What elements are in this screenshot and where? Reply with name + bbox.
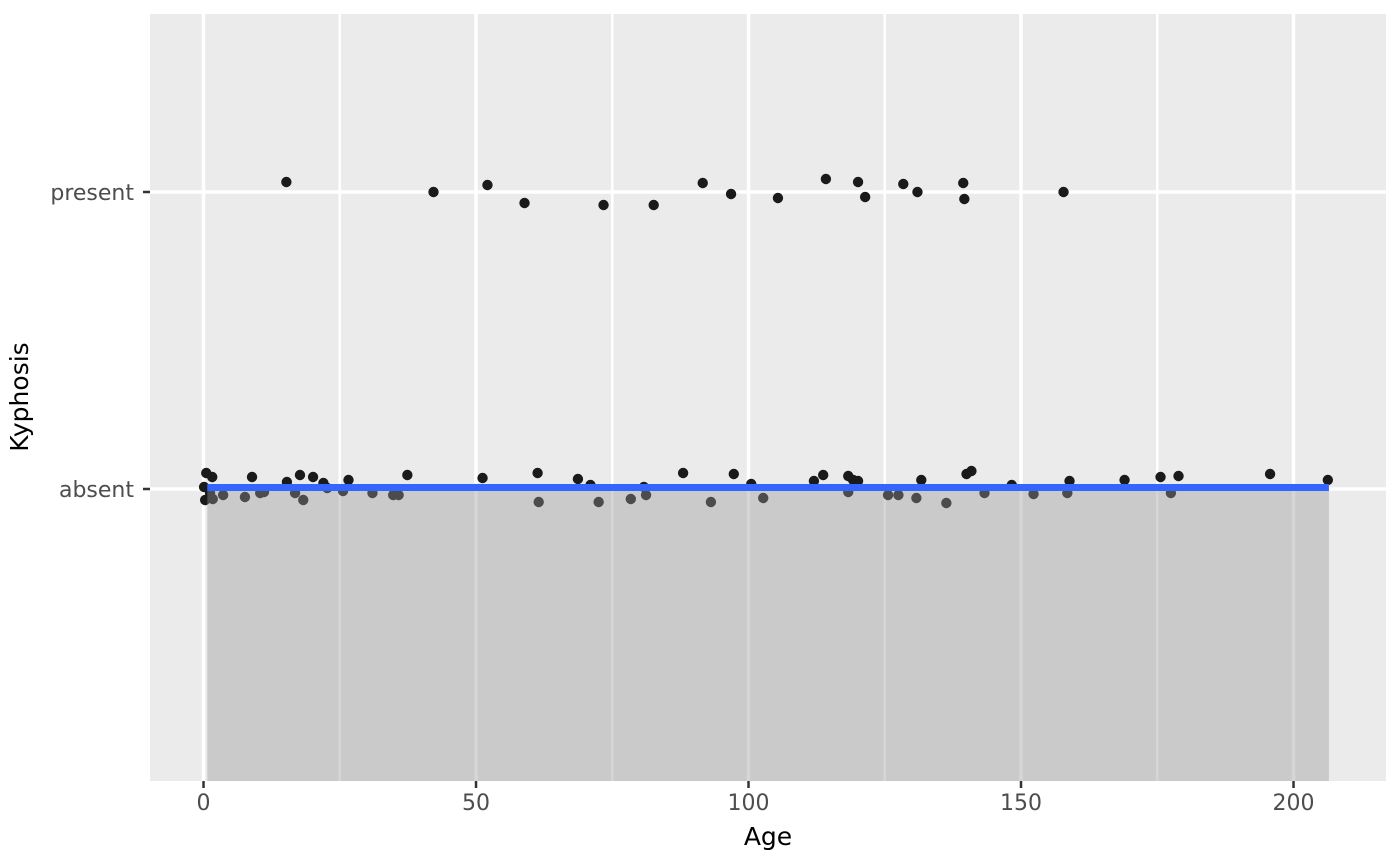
jitter-point — [820, 173, 832, 185]
jitter-point — [217, 489, 229, 501]
jitter-point — [705, 496, 717, 508]
jitter-point — [1028, 488, 1039, 500]
jitter-point — [402, 469, 413, 481]
jitter-point — [966, 465, 977, 477]
x-tick-label: 50 — [462, 791, 490, 816]
jitter-point — [593, 496, 604, 508]
x-axis-title: Age — [744, 822, 792, 851]
jitter-point — [1322, 474, 1334, 486]
jitter-point — [958, 177, 969, 189]
jitter-point — [281, 176, 292, 188]
x-tick-labels: 0 50 100 150 200 — [197, 791, 1315, 816]
jitter-point — [572, 473, 584, 485]
jitter-point — [859, 191, 871, 203]
y-tick-labels: absent present — [50, 181, 134, 503]
jitter-point — [893, 489, 904, 501]
x-tick-label: 200 — [1273, 791, 1315, 816]
jitter-point — [959, 193, 970, 205]
minor-gridlines — [338, 14, 1159, 781]
y-tick-label: absent — [59, 478, 134, 503]
y-axis-title: Kyphosis — [5, 342, 34, 451]
jitter-point — [640, 489, 652, 501]
jitter-point — [648, 199, 659, 211]
jitter-point — [533, 496, 544, 508]
jitter-point — [1264, 468, 1276, 480]
jitter-point — [598, 199, 609, 211]
jitter-point — [477, 472, 488, 484]
jitter-point — [1155, 471, 1166, 483]
jitter-point — [852, 475, 864, 487]
jitter-point — [428, 186, 439, 198]
jitter-point — [852, 176, 864, 188]
jitter-point — [482, 179, 493, 191]
jitter-point — [898, 178, 909, 190]
jitter-point — [307, 471, 319, 483]
jitter-point — [519, 197, 530, 209]
jitter-point — [912, 186, 923, 198]
jitter-point — [343, 474, 354, 486]
jitter-point — [532, 467, 543, 479]
jitter-point — [199, 494, 211, 506]
confidence-ribbon — [207, 487, 1329, 781]
jitter-point — [1173, 470, 1184, 482]
jitter-point — [393, 489, 404, 501]
jitter-point — [1064, 475, 1075, 487]
jitter-point — [246, 471, 258, 483]
jitter-point — [298, 494, 309, 506]
jitter-point — [677, 467, 689, 479]
jitter-point — [625, 493, 636, 505]
x-tick-label: 150 — [1000, 791, 1042, 816]
jitter-point — [758, 492, 769, 504]
jitter-point — [725, 188, 737, 200]
jitter-point — [911, 492, 922, 504]
jitter-point — [916, 474, 927, 486]
jitter-point — [941, 497, 952, 509]
y-tick-label: present — [50, 181, 134, 206]
jitter-point — [239, 491, 251, 503]
x-tick-label: 100 — [728, 791, 770, 816]
jitter-point — [207, 471, 218, 483]
jitter-point — [207, 493, 218, 505]
jitter-point — [808, 475, 820, 487]
jitter-point — [882, 489, 894, 501]
axis-tick-marks — [143, 190, 1295, 788]
jitter-point — [294, 469, 306, 481]
jitter-points — [198, 173, 1334, 509]
jitter-point — [817, 469, 829, 481]
jitter-point — [728, 468, 740, 480]
jitter-point — [1119, 474, 1130, 486]
jitter-point — [1058, 186, 1069, 198]
jitter-point — [697, 177, 708, 189]
jitter-point — [772, 192, 784, 204]
x-tick-label: 0 — [197, 791, 211, 816]
plot-panel — [150, 14, 1386, 781]
